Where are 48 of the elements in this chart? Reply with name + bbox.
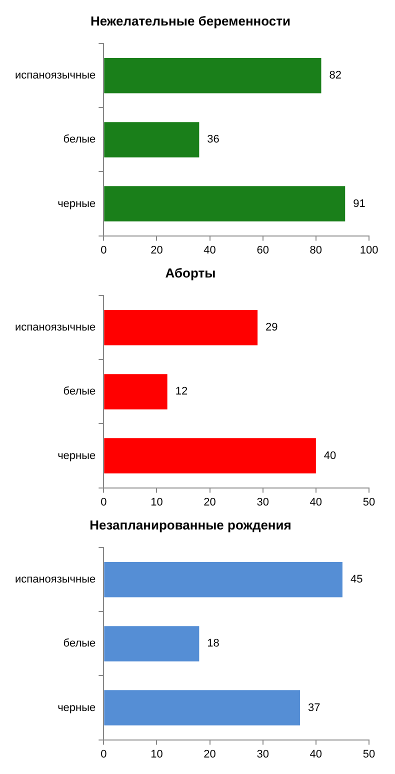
x-tick-label: 50: [362, 748, 376, 760]
y-tick-label: белые: [63, 638, 96, 650]
bar: [104, 186, 346, 222]
x-tick-label: 50: [362, 496, 376, 508]
bar: [104, 562, 342, 598]
x-tick-label: 30: [256, 748, 269, 760]
x-tick-label: 30: [256, 496, 269, 508]
x-tick-label: 20: [204, 748, 216, 760]
y-tick-label: испаноязычные: [14, 70, 96, 82]
bar: [104, 58, 322, 94]
x-tick-label: 100: [360, 244, 378, 256]
y-tick-label: черные: [58, 702, 96, 714]
bar: [104, 310, 258, 346]
y-tick-label: испаноязычные: [14, 574, 96, 586]
bar: [104, 626, 200, 662]
x-tick-label: 40: [310, 748, 322, 760]
y-tick-label: белые: [63, 134, 96, 146]
y-tick-label: белые: [63, 386, 96, 398]
x-tick-label: 10: [150, 748, 163, 760]
data-label: 36: [207, 134, 220, 146]
x-tick-label: 20: [204, 496, 216, 508]
data-label: 45: [350, 574, 363, 586]
bar: [104, 374, 168, 410]
y-tick-label: черные: [58, 450, 96, 462]
y-tick-label: черные: [58, 198, 96, 210]
bar: [104, 438, 316, 474]
chart-title: Аборты: [165, 265, 216, 280]
x-tick-label: 20: [150, 244, 163, 256]
bar: [104, 690, 300, 726]
chart-title: Нежелательные беременности: [90, 13, 291, 28]
x-tick-label: 0: [100, 244, 107, 256]
x-tick-label: 0: [100, 748, 107, 760]
x-tick-label: 40: [310, 496, 322, 508]
y-tick-label: испаноязычные: [14, 322, 96, 334]
data-label: 82: [329, 70, 342, 82]
x-tick-label: 0: [100, 496, 107, 508]
x-tick-label: 10: [150, 496, 163, 508]
x-tick-label: 40: [204, 244, 216, 256]
data-label: 12: [175, 386, 188, 398]
data-label: 40: [324, 450, 336, 462]
x-tick-label: 80: [310, 244, 322, 256]
bar: [104, 122, 200, 158]
data-label: 18: [207, 638, 220, 650]
data-label: 29: [266, 322, 278, 334]
data-label: 37: [308, 702, 320, 714]
chart-title: Незапланированные рождения: [90, 517, 292, 532]
data-label: 91: [353, 198, 366, 210]
x-tick-label: 60: [256, 244, 269, 256]
